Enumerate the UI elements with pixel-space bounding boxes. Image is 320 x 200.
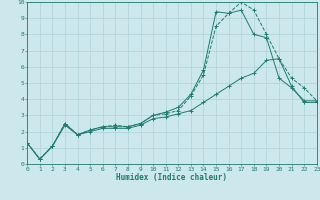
X-axis label: Humidex (Indice chaleur): Humidex (Indice chaleur) — [116, 173, 228, 182]
